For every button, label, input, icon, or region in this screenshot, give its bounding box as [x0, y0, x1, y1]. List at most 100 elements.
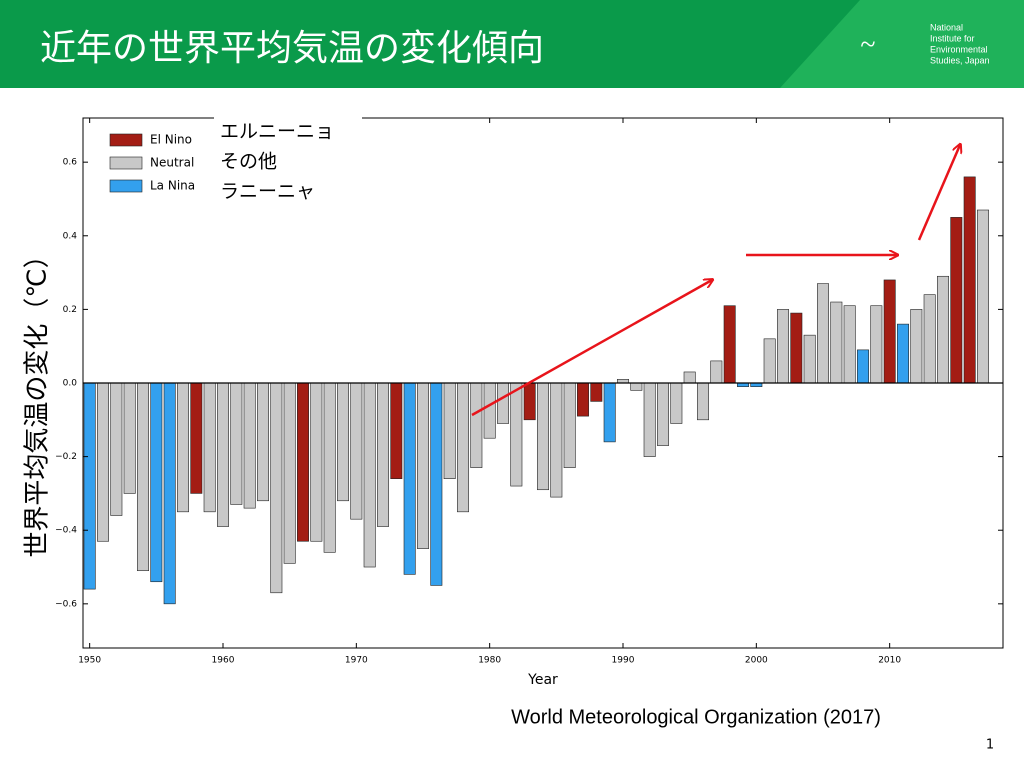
- bar: [710, 360, 723, 384]
- header-stripe: [780, 0, 1024, 88]
- bar: [470, 382, 483, 468]
- legend-label: El Nino: [150, 133, 192, 147]
- x-tick-label: 1990: [612, 656, 635, 666]
- bar: [377, 382, 389, 527]
- chart: −0.6 −0.4 −0.2 0.0 0.2 0.4 0.6 1950 1960 1970 1980…: [23, 117, 1004, 688]
- bar: [550, 382, 563, 498]
- bar: [723, 305, 736, 384]
- bar: [457, 382, 469, 513]
- bar: [443, 382, 456, 479]
- bar: [870, 305, 883, 384]
- bar: [843, 305, 856, 384]
- bar: [603, 382, 616, 443]
- bar: [403, 382, 416, 575]
- bar: [137, 382, 149, 572]
- bar: [297, 382, 309, 542]
- bar: [883, 279, 896, 384]
- annotation: ラニーニャ: [220, 181, 315, 203]
- bar: [830, 301, 843, 384]
- legend-swatch: [109, 133, 143, 147]
- bar: [417, 382, 429, 549]
- annotation: その他: [220, 151, 277, 173]
- bar: [563, 382, 576, 468]
- legend-swatch: [109, 179, 143, 193]
- bar: [963, 176, 976, 384]
- bar: [977, 209, 989, 384]
- trend-arrow: [917, 145, 960, 241]
- x-axis-label: Year: [527, 672, 558, 688]
- bar: [217, 382, 229, 527]
- page-number: 1: [986, 738, 994, 753]
- bar: [577, 382, 589, 417]
- source: World Meteorological Organization (2017): [511, 706, 881, 728]
- y-axis-label: 世界平均気温の変化（℃）: [23, 242, 53, 557]
- legend-swatch: [109, 156, 143, 170]
- x-tick-label: 1950: [78, 656, 101, 666]
- bar: [350, 382, 363, 520]
- bar: [817, 283, 829, 384]
- bar: [163, 382, 176, 605]
- annotation: エルニーニョ: [220, 121, 334, 143]
- bar: [923, 294, 936, 384]
- bar: [483, 382, 496, 439]
- bar: [643, 382, 656, 457]
- logo-text: Studies, Japan: [930, 55, 990, 65]
- legend: El Nino Neutral La Nina: [109, 133, 195, 193]
- slide-title: 近年の世界平均気温の変化傾向: [40, 28, 544, 69]
- bar: [123, 382, 136, 494]
- x-tick-label: 2000: [745, 656, 768, 666]
- y-tick-label: 0.6: [63, 158, 78, 168]
- bar: [630, 382, 643, 391]
- x-tick-label: 1970: [345, 656, 368, 666]
- bar: [937, 275, 949, 384]
- bar: [777, 309, 789, 384]
- legend-label: Neutral: [150, 156, 194, 170]
- bar: [670, 382, 683, 424]
- bar: [950, 217, 963, 384]
- bar: [177, 382, 189, 513]
- bar: [190, 382, 203, 494]
- y-tick-label: −0.2: [55, 452, 77, 462]
- bar: [257, 382, 269, 502]
- y-tick-label: 0.2: [63, 305, 77, 315]
- bar: [337, 382, 349, 502]
- x-tick-label: 1960: [212, 656, 235, 666]
- bar: [110, 382, 123, 516]
- y-tick-label: 0.4: [63, 231, 78, 241]
- legend-label: La Nina: [150, 179, 195, 193]
- bar: [803, 334, 816, 384]
- bar: [203, 382, 216, 513]
- bar: [97, 382, 109, 542]
- bar: [763, 338, 776, 384]
- logo-mark: ~: [860, 29, 875, 60]
- bar: [243, 382, 256, 509]
- x-tick-label: 1980: [478, 656, 501, 666]
- trend-arrow: [471, 280, 712, 417]
- annotation-box: [214, 115, 362, 209]
- bar: [390, 382, 403, 479]
- bar: [790, 312, 803, 384]
- bar: [857, 349, 869, 384]
- bar: [323, 382, 336, 553]
- bar: [523, 382, 536, 421]
- bar: [537, 382, 549, 491]
- bar: [310, 382, 323, 542]
- logo-text: Institute for: [930, 33, 975, 43]
- bar: [430, 382, 443, 586]
- logo-text: Environmental: [930, 44, 988, 54]
- bar: [590, 382, 603, 402]
- bar: [150, 382, 163, 583]
- bar: [270, 382, 283, 594]
- bar: [897, 323, 909, 384]
- bar: [657, 382, 669, 446]
- y-tick-label: 0.0: [63, 379, 78, 389]
- y-tick-label: −0.4: [55, 526, 77, 536]
- x-tick-label: 2010: [878, 656, 901, 666]
- bar: [283, 382, 296, 564]
- bar: [683, 371, 696, 384]
- bar: [363, 382, 376, 568]
- logo-text: National: [930, 22, 963, 32]
- bar: [697, 382, 709, 421]
- y-tick-label: −0.6: [55, 599, 77, 609]
